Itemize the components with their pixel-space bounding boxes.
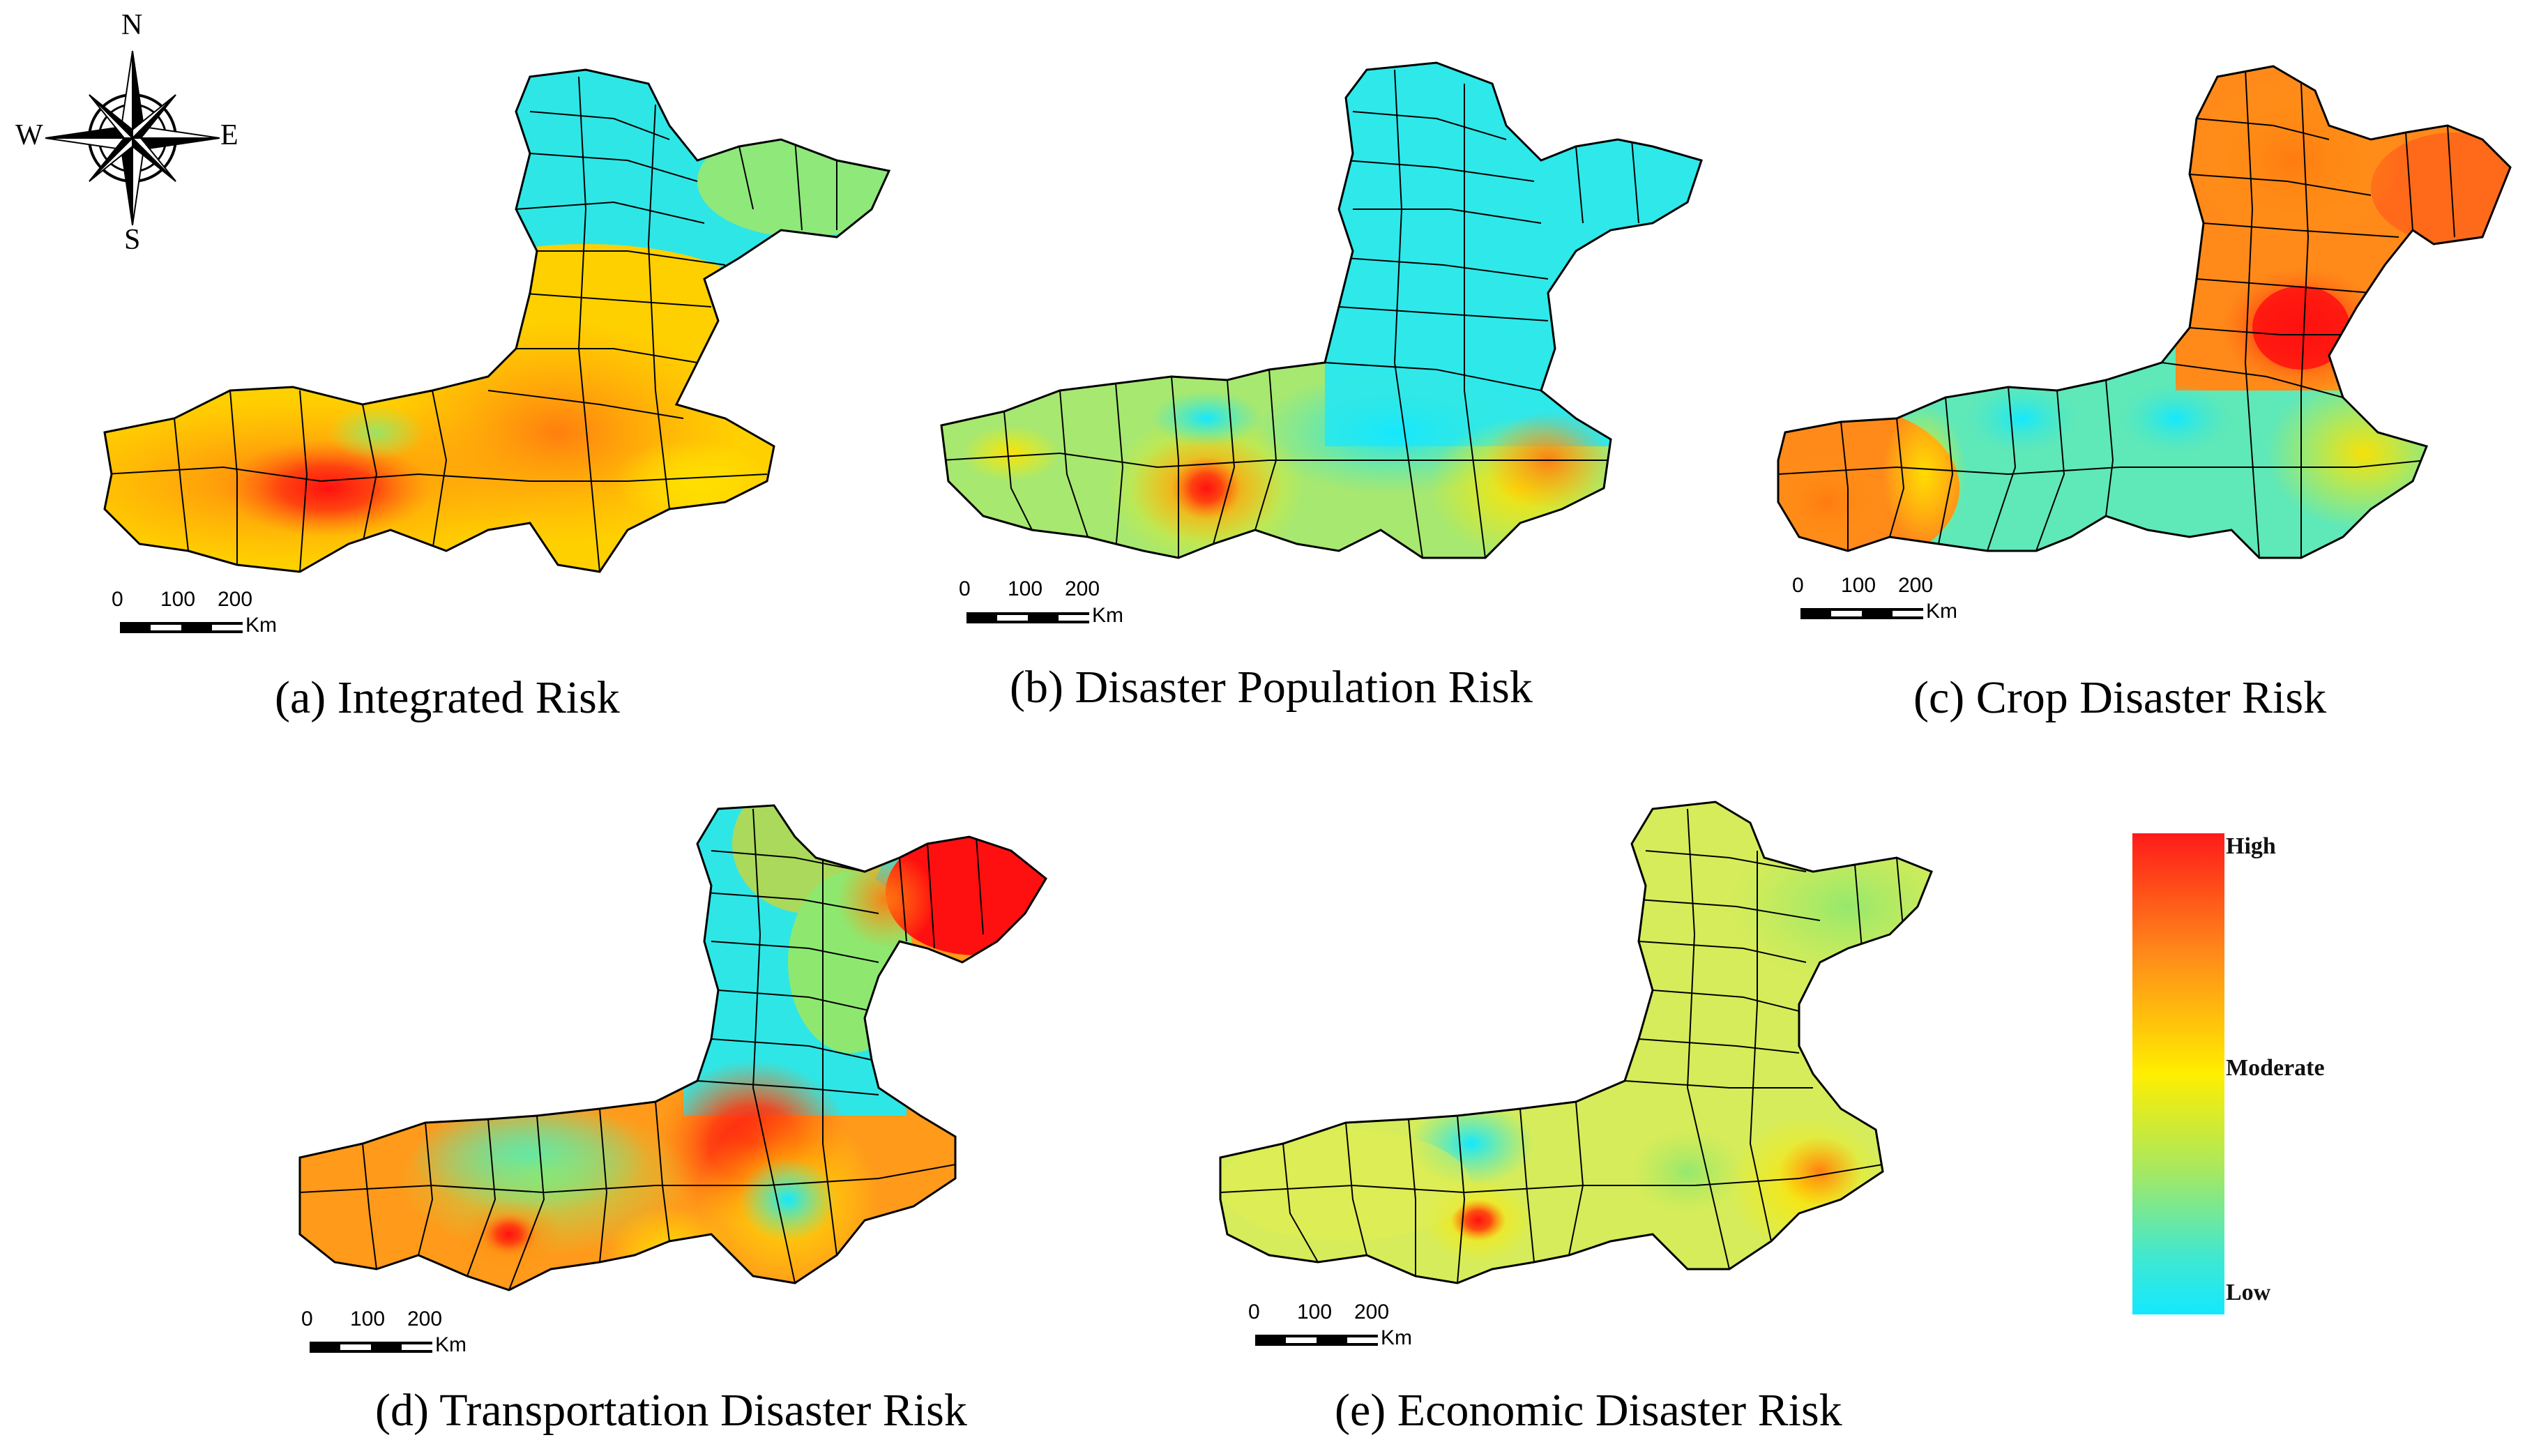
scale-bar-e (1255, 1335, 1378, 1346)
scale-tick-0: 0 (112, 588, 123, 611)
scale-bar-b (966, 612, 1089, 623)
compass-east-label: E (220, 119, 238, 151)
panel-crop-disaster-risk: (c) Crop Disaster Risk 0 100 200 Km (1743, 0, 2548, 753)
caption-d: (d) Transportation Disaster Risk (375, 1385, 967, 1436)
caption-b: (b) Disaster Population Risk (1010, 662, 1533, 713)
scale-labels-c: 0 100 200 (1792, 574, 1973, 602)
scale-tick-200: 200 (1354, 1300, 1390, 1324)
panel-transportation-disaster-risk: (d) Transportation Disaster Risk 0 100 2… (209, 753, 1151, 1456)
caption-e: (e) Economic Disaster Risk (1335, 1385, 1842, 1436)
legend-low-label: Low (2226, 1280, 2271, 1305)
scale-tick-200: 200 (1898, 574, 1934, 597)
map-integrated-risk (103, 68, 890, 573)
map-transportation-disaster-risk (298, 804, 1047, 1291)
scale-bar-a (120, 622, 243, 633)
scale-tick-100: 100 (1841, 574, 1876, 597)
scale-tick-200: 200 (1065, 577, 1100, 600)
scale-bar-c (1800, 608, 1923, 619)
scale-labels-b: 0 100 200 (959, 577, 1140, 605)
scale-tick-0: 0 (959, 577, 971, 600)
compass-north-label: N (121, 9, 143, 41)
compass-west-label: W (15, 119, 43, 151)
scale-unit-a: Km (245, 614, 277, 637)
panel-disaster-population-risk: (b) Disaster Population Risk 0 100 200 K… (907, 0, 1743, 753)
scale-tick-200: 200 (218, 588, 253, 611)
scale-unit-c: Km (1926, 600, 1957, 623)
scale-tick-100: 100 (1297, 1300, 1333, 1324)
legend-high-label: High (2226, 833, 2276, 859)
caption-c: (c) Crop Disaster Risk (1913, 672, 2327, 723)
scale-tick-200: 200 (407, 1307, 443, 1330)
map-disaster-population-risk (940, 61, 1703, 559)
legend-moderate-label: Moderate (2226, 1055, 2325, 1081)
scale-unit-d: Km (435, 1333, 467, 1356)
scale-unit-b: Km (1092, 604, 1123, 627)
scale-unit-e: Km (1381, 1326, 1412, 1349)
scale-tick-100: 100 (350, 1307, 386, 1330)
map-economic-disaster-risk (1219, 801, 1933, 1284)
panel-economic-disaster-risk: (e) Economic Disaster Risk 0 100 200 Km (1151, 753, 2127, 1456)
scale-tick-0: 0 (1792, 574, 1804, 597)
scale-tick-0: 0 (301, 1307, 313, 1330)
scale-bar-d (310, 1342, 432, 1353)
panel-integrated-risk: (a) Integrated Risk 0 100 200 Km (0, 0, 907, 753)
caption-a: (a) Integrated Risk (275, 672, 620, 723)
scale-labels-e: 0 100 200 (1248, 1300, 1430, 1328)
compass-rose: N S E W (14, 9, 244, 256)
compass-south-label: S (124, 224, 141, 256)
map-crop-disaster-risk (1777, 65, 2512, 559)
scale-tick-100: 100 (160, 588, 196, 611)
scale-tick-100: 100 (1008, 577, 1043, 600)
scale-labels-a: 0 100 200 (112, 588, 293, 616)
legend-color-ramp (2132, 833, 2224, 1314)
scale-labels-d: 0 100 200 (301, 1307, 483, 1335)
compass-icon (45, 50, 220, 226)
scale-tick-0: 0 (1248, 1300, 1260, 1324)
